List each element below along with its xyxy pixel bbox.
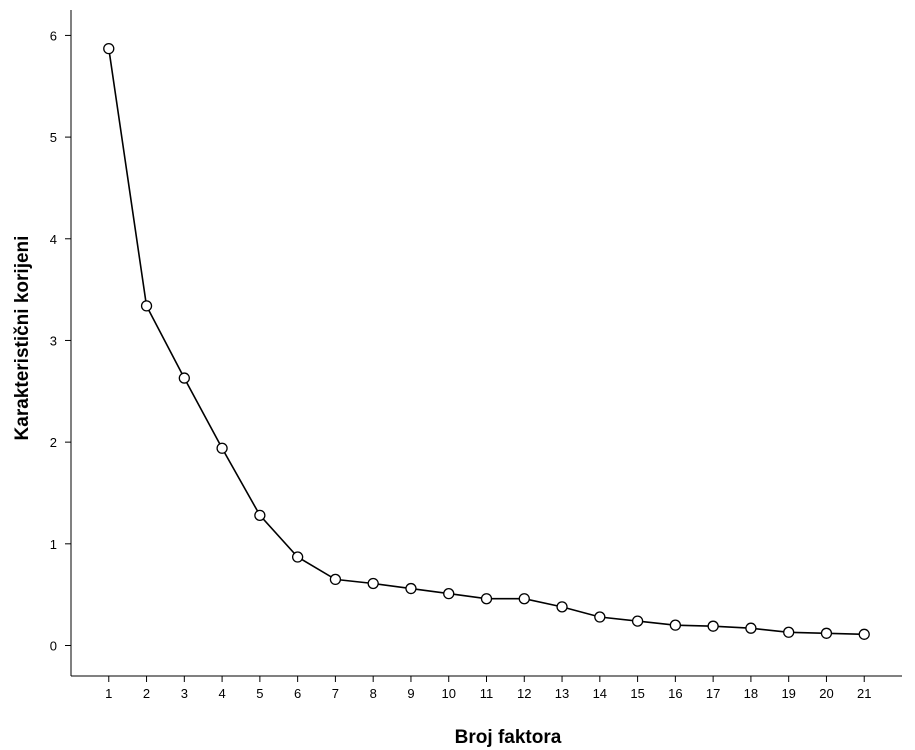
series-line-group [108, 48, 865, 636]
x-tick-label: 7 [332, 686, 339, 701]
data-point [858, 628, 870, 640]
data-point [783, 626, 795, 638]
y-tick-label: 2 [50, 435, 57, 450]
data-point [707, 620, 719, 632]
data-point [443, 587, 455, 600]
data-point [329, 573, 342, 586]
data-point [594, 611, 606, 623]
data-point [745, 622, 757, 634]
x-tick-label: 10 [441, 686, 455, 701]
x-tick-label: 11 [480, 686, 494, 701]
x-tick-label: 2 [143, 686, 150, 701]
y-tick-label: 4 [50, 232, 57, 247]
y-axis-ticks: 0 1 2 3 4 5 6 [50, 28, 71, 653]
data-point [367, 577, 379, 590]
data-point [254, 509, 266, 521]
data-point [820, 627, 833, 639]
data-point [405, 582, 417, 595]
y-tick-label: 5 [50, 130, 57, 145]
data-point [631, 615, 644, 627]
x-tick-label: 20 [819, 686, 833, 701]
data-point [669, 619, 682, 631]
x-axis-ticks: 1 2 3 4 5 6 7 8 9 10 11 12 13 14 15 16 17 18 19 20 21 [105, 676, 871, 701]
x-tick-label: 21 [857, 686, 871, 701]
data-point [140, 300, 153, 312]
x-tick-label: 14 [593, 686, 607, 701]
x-tick-label: 16 [668, 686, 682, 701]
y-tick-label: 0 [50, 638, 57, 653]
y-tick-label: 1 [50, 537, 57, 552]
y-tick-label: 6 [50, 28, 57, 43]
x-tick-label: 8 [370, 686, 377, 701]
y-tick-label: 3 [50, 333, 57, 348]
x-tick-label: 3 [181, 686, 188, 701]
x-tick-label: 13 [555, 686, 569, 701]
data-point [178, 372, 190, 384]
x-tick-label: 6 [294, 686, 301, 701]
x-tick-label: 9 [407, 686, 414, 701]
x-tick-label: 17 [706, 686, 720, 701]
x-axis-title: Broj faktora [455, 727, 562, 748]
data-point [103, 42, 115, 55]
x-tick-label: 15 [630, 686, 644, 701]
x-tick-label: 4 [218, 686, 225, 701]
data-points [103, 42, 870, 640]
series-line [108, 48, 865, 636]
x-tick-label: 1 [105, 686, 112, 701]
data-point [480, 593, 493, 605]
x-tick-label: 12 [517, 686, 531, 701]
x-tick-label: 18 [744, 686, 758, 701]
x-tick-label: 19 [781, 686, 795, 701]
x-tick-label: 5 [256, 686, 263, 701]
data-point [291, 551, 304, 563]
data-point [216, 442, 228, 454]
data-point [556, 601, 568, 613]
axes [70, 10, 902, 677]
data-point [518, 593, 530, 605]
y-axis-title: Karakteristični korijeni [12, 236, 33, 441]
